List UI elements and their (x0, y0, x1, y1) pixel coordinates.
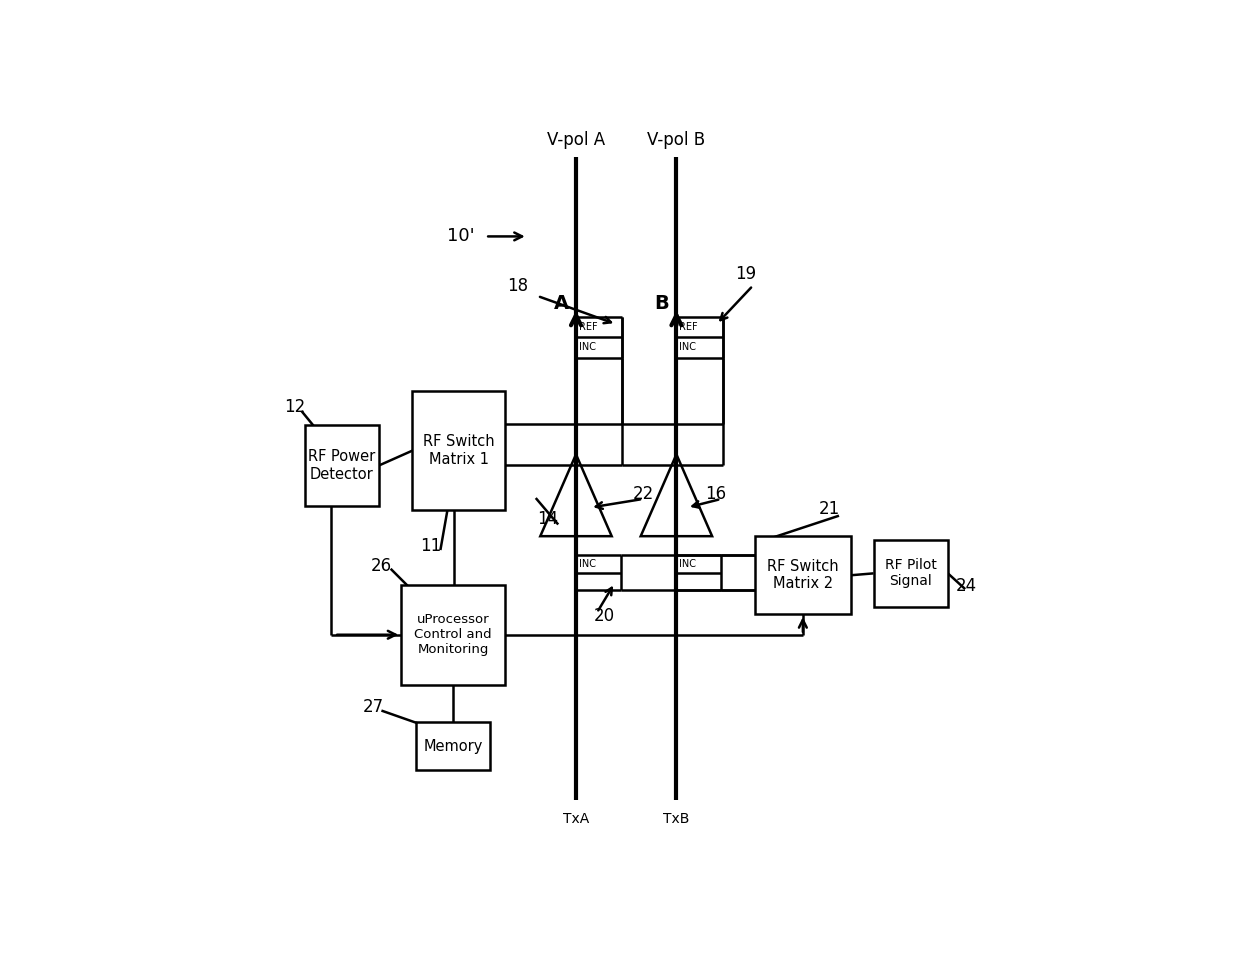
Text: 22: 22 (632, 485, 653, 502)
Text: RF Switch
Matrix 1: RF Switch Matrix 1 (423, 435, 495, 467)
Text: 20: 20 (594, 607, 615, 625)
Text: uProcessor
Control and
Monitoring: uProcessor Control and Monitoring (414, 613, 492, 656)
Text: 27: 27 (363, 698, 384, 716)
Bar (413, 391, 506, 510)
Bar (402, 584, 506, 685)
Text: B: B (655, 294, 668, 313)
Text: 18: 18 (507, 276, 528, 295)
Bar (417, 723, 491, 771)
Text: REF: REF (680, 323, 698, 332)
Text: TxA: TxA (563, 811, 589, 826)
Bar (754, 536, 851, 614)
Text: REF: REF (579, 323, 598, 332)
Text: 26: 26 (371, 557, 392, 575)
Text: V-pol A: V-pol A (547, 131, 605, 150)
Text: V-pol B: V-pol B (647, 131, 706, 150)
Text: Memory: Memory (424, 739, 482, 753)
Text: 10': 10' (446, 227, 475, 245)
Text: INC: INC (680, 342, 697, 353)
Text: 19: 19 (735, 266, 756, 283)
Bar (873, 540, 947, 607)
Text: INC: INC (579, 342, 596, 353)
Text: A: A (553, 294, 569, 313)
Bar (305, 425, 379, 506)
Text: 11: 11 (420, 537, 441, 554)
Text: RF Power
Detector: RF Power Detector (308, 449, 376, 482)
Text: 14: 14 (537, 510, 558, 528)
Text: RF Switch
Matrix 2: RF Switch Matrix 2 (768, 559, 838, 591)
Text: 24: 24 (956, 577, 977, 595)
Text: 21: 21 (818, 499, 839, 518)
Text: INC: INC (579, 559, 596, 569)
Text: INC: INC (680, 559, 697, 569)
Text: 16: 16 (706, 485, 727, 502)
Text: RF Pilot
Signal: RF Pilot Signal (885, 558, 936, 588)
Text: TxB: TxB (663, 811, 689, 826)
Text: 12: 12 (284, 399, 305, 416)
